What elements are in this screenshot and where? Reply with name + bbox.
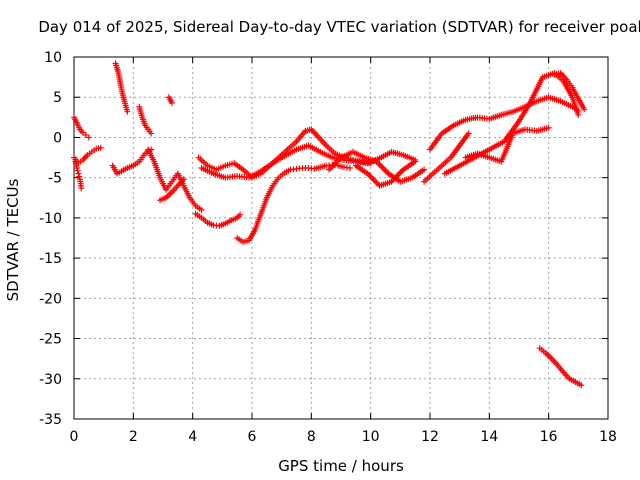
data-point-interp [545, 352, 552, 359]
series-arc-d [112, 60, 131, 115]
series-arc-r [441, 70, 582, 177]
data-point-interp [167, 190, 174, 197]
y-tick-label: 5 [53, 90, 62, 106]
x-tick-label: 4 [188, 429, 197, 445]
data-point-interp [76, 173, 83, 180]
series-arc-t [551, 70, 588, 113]
x-tick-label: 2 [129, 429, 138, 445]
y-tick-label: 0 [53, 130, 62, 146]
data-points [71, 60, 588, 389]
series-arc-g [145, 146, 205, 213]
x-tick-label: 14 [480, 429, 498, 445]
x-axis: 0 2 4 6 8 10 12 14 16 18 [70, 57, 617, 445]
data-point [180, 176, 187, 183]
data-point [73, 165, 80, 172]
data-point [85, 134, 92, 141]
data-point [168, 99, 175, 106]
y-tick-label: -15 [39, 251, 62, 267]
x-tick-label: 8 [307, 429, 316, 445]
plot-frame [73, 56, 609, 420]
grid [74, 57, 608, 419]
series-arc-h [157, 176, 187, 204]
x-axis-title: GPS time / hours [278, 457, 404, 475]
series-arc-k [234, 161, 353, 246]
y-tick-label: -30 [39, 372, 62, 388]
x-tick-label: 10 [362, 429, 380, 445]
data-point [581, 106, 588, 113]
data-point [124, 108, 131, 115]
data-point [148, 130, 155, 137]
x-tick-label: 0 [70, 429, 79, 445]
data-point [237, 211, 244, 218]
data-point [346, 165, 353, 172]
series-arc-n [326, 148, 428, 185]
y-tick-label: -35 [39, 412, 62, 428]
data-point [575, 111, 582, 118]
y-tick-label: -10 [39, 211, 62, 227]
x-tick-label: 18 [599, 429, 617, 445]
y-tick-label: -20 [39, 291, 62, 307]
data-point [578, 382, 585, 389]
data-point-interp [165, 191, 172, 198]
data-point-interp [74, 167, 81, 174]
series-arc-e [109, 146, 155, 177]
data-point [97, 144, 104, 151]
x-tick-label: 6 [248, 429, 257, 445]
data-point [75, 170, 82, 177]
data-point-interp [544, 351, 551, 358]
data-point [465, 130, 472, 137]
data-point [412, 158, 419, 165]
y-axis-title: SDTVAR / TECUs [4, 178, 22, 301]
chart-title: Day 014 of 2025, Sidereal Day-to-day VTE… [38, 18, 640, 36]
series-arc-a [71, 114, 92, 141]
x-tick-label: 12 [421, 429, 439, 445]
data-point [78, 185, 85, 192]
series-arc-u [536, 345, 585, 389]
series-arc-q [427, 94, 582, 153]
series-arc-i [165, 94, 175, 106]
data-point-interp [547, 354, 554, 361]
series-arc-c [72, 158, 85, 192]
y-tick-label: 10 [44, 50, 62, 66]
data-point [198, 206, 205, 213]
y-axis: 10 5 0 -5 -10 -15 -20 -25 -30 -35 [39, 50, 608, 428]
series-arc-j [192, 210, 244, 229]
series-arc-o [352, 158, 419, 189]
series-arc-f [136, 103, 155, 137]
data-point [545, 124, 552, 131]
data-point [421, 166, 428, 173]
y-tick-label: -5 [48, 171, 62, 187]
x-tick-label: 16 [540, 429, 558, 445]
y-tick-label: -25 [39, 332, 62, 348]
series-arc-p [421, 130, 472, 185]
series-arc-s [462, 124, 552, 165]
